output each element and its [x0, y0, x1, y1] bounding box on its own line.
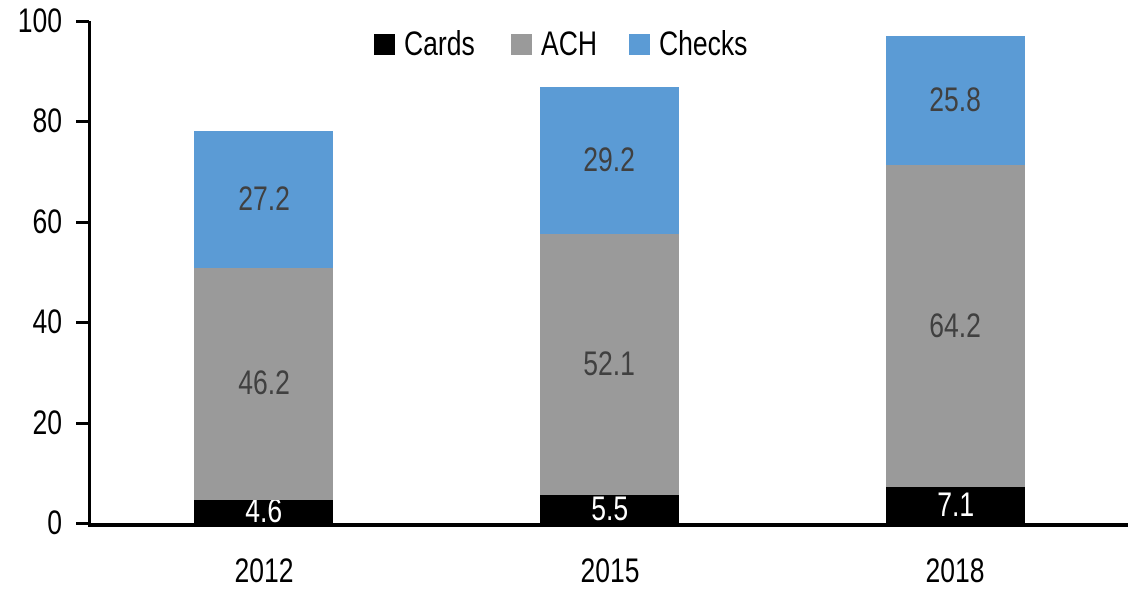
bar-segment-value-label: 25.8 [929, 80, 981, 119]
bar-segment-value-label: 46.2 [238, 364, 290, 403]
bar-segment-value-label: 7.1 [936, 485, 974, 524]
x-axis-label-2015: 2015 [579, 552, 639, 590]
legend-item-ach: ACH [510, 25, 613, 63]
x-axis-label-2012: 2012 [234, 552, 294, 590]
legend-label-cards: Cards [404, 25, 475, 63]
bar-2018-segment-checks: 25.8 [885, 35, 1025, 166]
legend-item-cards: Cards [374, 25, 495, 63]
bar-segment-value-label: 64.2 [929, 306, 981, 345]
bar-2018-segment-cards: 7.1 [885, 485, 1025, 524]
bar-segment-value-label: 52.1 [583, 345, 636, 384]
bar-2015-segment-ach: 52.1 [540, 233, 679, 496]
y-axis-tick-mark [76, 20, 89, 23]
legend-swatch-cards [374, 33, 395, 55]
x-axis-label-2018: 2018 [925, 552, 985, 590]
y-axis-tick-mark [76, 120, 89, 124]
y-axis-tick-mark [76, 321, 89, 325]
y-axis-tick-label: 100 [17, 2, 62, 40]
legend-item-checks: Checks [628, 25, 772, 63]
legend-label-ach: ACH [540, 25, 597, 63]
bar-2015-segment-cards: 5.5 [540, 490, 679, 528]
y-axis-line [88, 21, 91, 527]
bar-2012-segment-ach: 46.2 [194, 267, 334, 500]
x-axis-line [88, 523, 1128, 527]
y-axis-tick-mark [76, 522, 89, 525]
bar-2012-segment-cards: 4.6 [194, 492, 334, 530]
bar-segment-value-label: 27.2 [238, 180, 290, 219]
chart-legend: Cards ACH Checks [374, 25, 772, 63]
y-axis-tick-label: 60 [32, 202, 62, 241]
bar-2015-segment-checks: 29.2 [540, 87, 679, 234]
y-axis-tick-label: 80 [32, 102, 62, 141]
bar-segment-value-label: 29.2 [583, 141, 636, 180]
legend-swatch-ach [510, 33, 532, 55]
y-axis-tick-label: 20 [32, 403, 62, 442]
legend-swatch-checks [628, 33, 650, 55]
y-axis-tick-mark [76, 421, 89, 425]
bar-2012-segment-checks: 27.2 [194, 131, 334, 268]
legend-label-checks: Checks [658, 25, 747, 63]
y-axis-tick-label: 0 [47, 504, 62, 542]
y-axis-tick-label: 40 [32, 303, 62, 342]
bar-2018-segment-ach: 64.2 [885, 165, 1025, 488]
bar-segment-value-label: 5.5 [591, 489, 628, 528]
y-axis-tick-mark [76, 220, 89, 224]
